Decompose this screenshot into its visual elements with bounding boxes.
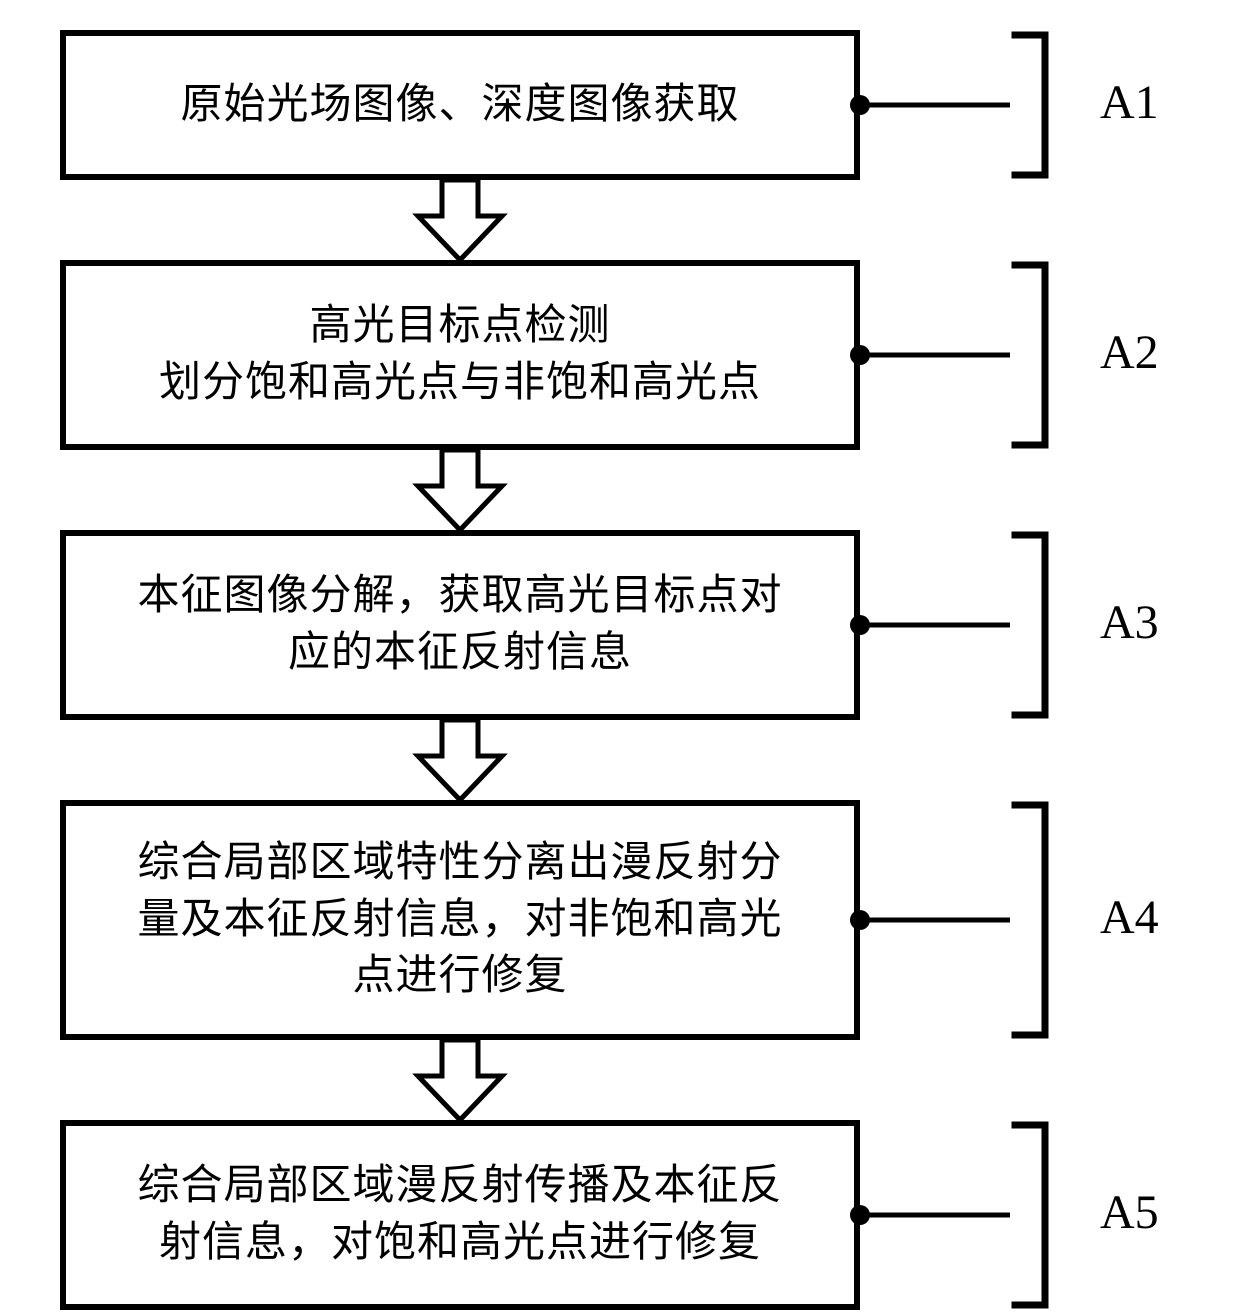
step-a5-box: 综合局部区域漫反射传播及本征反 射信息，对饱和高光点进行修复 xyxy=(60,1120,860,1310)
step-a4-line1: 综合局部区域特性分离出漫反射分 xyxy=(137,840,782,886)
step-a2-line1: 高光目标点检测 xyxy=(309,303,610,349)
flowchart-canvas: 原始光场图像、深度图像获取 高光目标点检测 划分饱和高光点与非饱和高光点 本征图… xyxy=(0,0,1240,1310)
step-a5-line2: 射信息，对饱和高光点进行修复 xyxy=(159,1220,761,1266)
bracket-a3 xyxy=(1010,530,1070,725)
step-a5-text: 综合局部区域漫反射传播及本征反 射信息，对饱和高光点进行修复 xyxy=(137,1158,782,1271)
step-a5-line1: 综合局部区域漫反射传播及本征反 xyxy=(137,1163,782,1209)
bracket-a4 xyxy=(1010,800,1070,1045)
step-a4-line2: 量及本征反射信息，对非饱和高光 xyxy=(137,897,782,943)
step-a1-text: 原始光场图像、深度图像获取 xyxy=(180,77,739,134)
step-a4-text: 综合局部区域特性分离出漫反射分 量及本征反射信息，对非饱和高光 点进行修复 xyxy=(137,835,782,1005)
step-a3-line1: 本征图像分解，获取高光目标点对 xyxy=(137,573,782,619)
label-a1: A1 xyxy=(1100,75,1159,130)
arrow-4 xyxy=(410,1040,510,1127)
label-a4: A4 xyxy=(1100,890,1159,945)
step-a2-line2: 划分饱和高光点与非饱和高光点 xyxy=(159,360,761,406)
step-a2-text: 高光目标点检测 划分饱和高光点与非饱和高光点 xyxy=(159,298,761,411)
bracket-a2 xyxy=(1010,260,1070,455)
step-a1-line1: 原始光场图像、深度图像获取 xyxy=(180,82,739,128)
arrow-3 xyxy=(410,720,510,807)
step-a4-line3: 点进行修复 xyxy=(352,953,567,999)
step-a3-box: 本征图像分解，获取高光目标点对 应的本征反射信息 xyxy=(60,530,860,720)
step-a3-text: 本征图像分解，获取高光目标点对 应的本征反射信息 xyxy=(137,568,782,681)
connector-a5 xyxy=(850,1200,1020,1235)
label-a5: A5 xyxy=(1100,1185,1159,1240)
connector-a2 xyxy=(850,340,1020,375)
step-a3-line2: 应的本征反射信息 xyxy=(288,630,632,676)
label-a2: A2 xyxy=(1100,325,1159,380)
connector-a4 xyxy=(850,905,1020,940)
arrow-2 xyxy=(410,450,510,537)
step-a2-box: 高光目标点检测 划分饱和高光点与非饱和高光点 xyxy=(60,260,860,450)
step-a4-box: 综合局部区域特性分离出漫反射分 量及本征反射信息，对非饱和高光 点进行修复 xyxy=(60,800,860,1040)
step-a1-box: 原始光场图像、深度图像获取 xyxy=(60,30,860,180)
bracket-a5 xyxy=(1010,1120,1070,1315)
label-a3: A3 xyxy=(1100,595,1159,650)
connector-a3 xyxy=(850,610,1020,645)
arrow-1 xyxy=(410,180,510,267)
connector-a1 xyxy=(850,90,1020,125)
bracket-a1 xyxy=(1010,30,1070,185)
